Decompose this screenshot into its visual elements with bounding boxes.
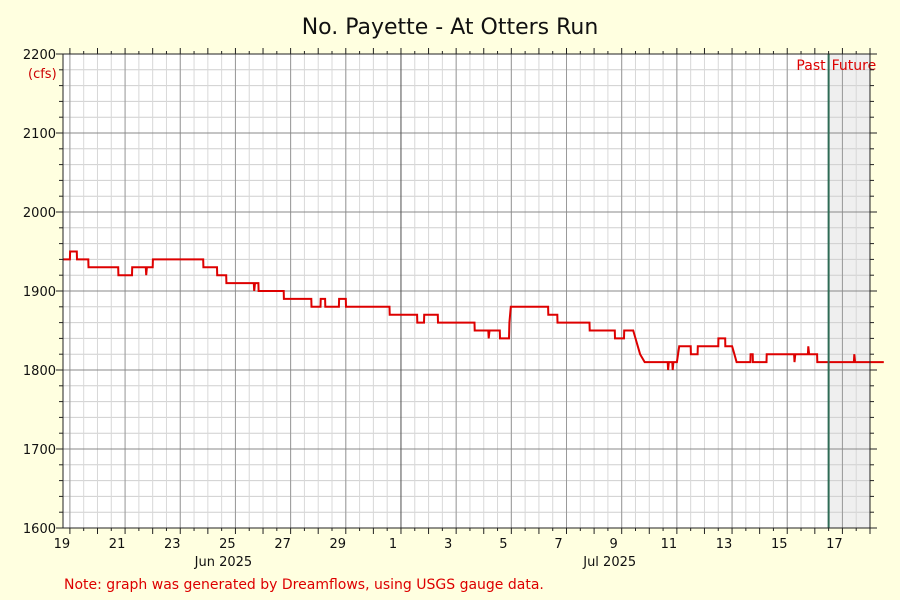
x-tick-label: 27 xyxy=(274,537,291,552)
grid-lines xyxy=(63,53,871,529)
y-tick-label: 1900 xyxy=(23,285,56,300)
y-tick-label: 2200 xyxy=(23,48,56,63)
y-tick-label: 1700 xyxy=(23,443,56,458)
source-note: Note: graph was generated by Dreamflows,… xyxy=(64,577,544,593)
x-tick-label: 1 xyxy=(389,537,397,552)
x-tick-label: 25 xyxy=(219,537,236,552)
future-label: Future xyxy=(832,58,877,74)
y-tick-label: 1600 xyxy=(23,522,56,537)
x-tick-label: 7 xyxy=(554,537,562,552)
x-tick-label: 19 xyxy=(54,537,71,552)
chart-title: No. Payette - At Otters Run xyxy=(302,15,599,40)
x-tick-label: 9 xyxy=(610,537,618,552)
x-tick-label: 15 xyxy=(771,537,788,552)
plot-area: Past Future160017001800190020002100220019… xyxy=(23,48,884,570)
y-axis-unit-label: (cfs) xyxy=(28,67,57,82)
x-tick-label: 11 xyxy=(661,537,678,552)
x-tick-label: 5 xyxy=(499,537,507,552)
x-tick-label: 23 xyxy=(164,537,181,552)
x-tick-label: 3 xyxy=(444,537,452,552)
flow-series-line xyxy=(63,250,884,371)
x-tick-label: 29 xyxy=(330,537,347,552)
x-tick-label: 13 xyxy=(716,537,733,552)
x-month-label: Jun 2025 xyxy=(194,555,253,570)
y-tick-label: 2100 xyxy=(23,127,56,142)
x-tick-label: 17 xyxy=(826,537,843,552)
x-month-label: Jul 2025 xyxy=(582,555,636,570)
past-label: Past xyxy=(796,58,826,74)
y-tick-label: 1800 xyxy=(23,364,56,379)
x-tick-label: 21 xyxy=(109,537,126,552)
y-tick-label: 2000 xyxy=(23,206,56,221)
